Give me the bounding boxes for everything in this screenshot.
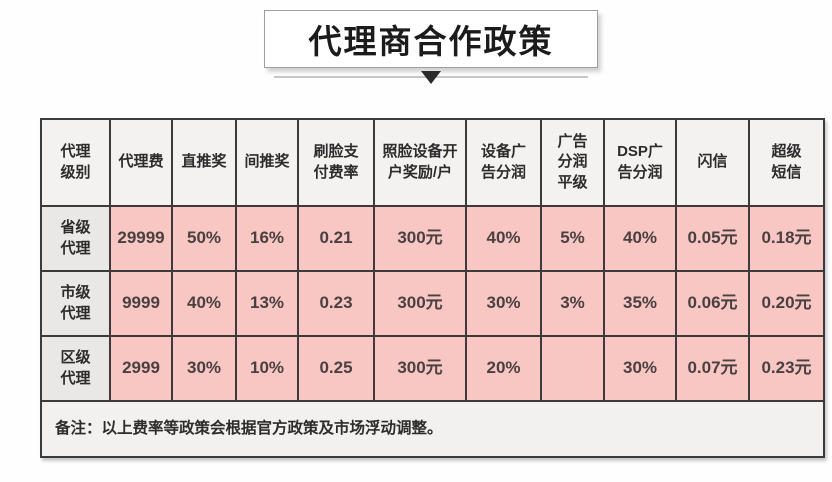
table-cell: 3% — [540, 270, 605, 337]
table-cell: 300元 — [373, 335, 467, 402]
table-cell: 0.07元 — [675, 335, 750, 402]
table-cell: 0.20元 — [748, 270, 825, 337]
table-cell: 35% — [603, 270, 677, 337]
header-row: 代理 级别 代理费 直推奖 间推奖 刷脸支 付费率 照脸设备开 户奖励/户 设备广 告分润广… — [40, 118, 825, 207]
table-cell: 40% — [465, 205, 542, 272]
table-cell — [540, 335, 605, 402]
table-row: 省级 代理 29999 50% 16% 0.21 300元 40% 5% 40% 0.05元 0.1… — [40, 205, 825, 272]
title-box: 代理商合作政策 — [264, 10, 598, 68]
table-cell: 20% — [465, 335, 542, 402]
table-body: 省级 代理 29999 50% 16% 0.21 300元 40% 5% 40% 0.05元 0.1… — [40, 205, 825, 402]
table-row: 市级 代理 9999 40% 13% 0.23 300元 30% 3% 35% 0.06元 0.20… — [40, 270, 825, 337]
table-cell: 300元 — [373, 270, 467, 337]
table-cell: 0.06元 — [675, 270, 750, 337]
table-cell: 300元 — [373, 205, 467, 272]
column-header: 照脸设备开 户奖励/户 — [373, 118, 467, 207]
table-cell: 10% — [235, 335, 299, 402]
column-header: 间推奖 — [235, 118, 299, 207]
table-cell: 0.23元 — [748, 335, 825, 402]
column-header: 代理 级别 — [40, 118, 111, 207]
table-cell: 2999 — [109, 335, 173, 402]
table-cell: 29999 — [109, 205, 173, 272]
triangle-down-icon — [421, 71, 441, 84]
table-cell: 0.23 — [297, 270, 375, 337]
column-header: 刷脸支 付费率 — [297, 118, 375, 207]
table-cell: 16% — [235, 205, 299, 272]
row-label: 市级 代理 — [40, 270, 111, 337]
table-cell: 30% — [465, 270, 542, 337]
table-cell: 30% — [171, 335, 237, 402]
table-cell: 40% — [603, 205, 677, 272]
table-cell: 0.05元 — [675, 205, 750, 272]
row-label: 省级 代理 — [40, 205, 111, 272]
column-header: 闪信 — [675, 118, 750, 207]
page-title: 代理商合作政策 — [308, 23, 554, 60]
column-header: 超级 短信 — [748, 118, 825, 207]
table-row: 区级 代理 2999 30% 10% 0.25 300元 20% 30% 0.07元 0.23元 — [40, 335, 825, 402]
column-header: 广告 分润 平级 — [540, 118, 605, 207]
table-cell: 0.25 — [297, 335, 375, 402]
table-cell: 30% — [603, 335, 677, 402]
table-cell: 50% — [171, 205, 237, 272]
table-cell: 13% — [235, 270, 299, 337]
row-label: 区级 代理 — [40, 335, 111, 402]
note-row: 备注：以上费率等政策会根据官方政策及市场浮动调整。 — [40, 400, 825, 458]
note-cell: 备注：以上费率等政策会根据官方政策及市场浮动调整。 — [40, 400, 825, 458]
policy-table: 代理 级别 代理费 直推奖 间推奖 刷脸支 付费率 照脸设备开 户奖励/户 设备广 告分润广… — [40, 118, 825, 458]
column-header: DSP广 告分润 — [603, 118, 677, 207]
table-cell: 9999 — [109, 270, 173, 337]
table-cell: 5% — [540, 205, 605, 272]
column-header: 设备广 告分润 — [465, 118, 542, 207]
table-cell: 40% — [171, 270, 237, 337]
table-cell: 0.21 — [297, 205, 375, 272]
table-cell: 0.18元 — [748, 205, 825, 272]
column-header: 直推奖 — [171, 118, 237, 207]
column-header: 代理费 — [109, 118, 173, 207]
